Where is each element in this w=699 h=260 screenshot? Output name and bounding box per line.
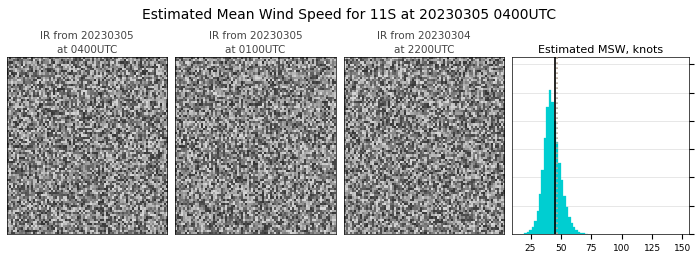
Bar: [563, 196, 565, 234]
Bar: [537, 211, 539, 234]
Bar: [532, 227, 534, 234]
Bar: [552, 102, 554, 234]
Bar: [575, 230, 578, 234]
Title: IR from 20230305
at 0400UTC: IR from 20230305 at 0400UTC: [41, 31, 134, 55]
Bar: [529, 230, 532, 234]
Bar: [547, 107, 549, 234]
Bar: [524, 233, 527, 234]
Bar: [565, 207, 568, 234]
Text: Estimated Mean Wind Speed for 11S at 20230305 0400UTC: Estimated Mean Wind Speed for 11S at 202…: [143, 8, 556, 22]
Bar: [542, 170, 544, 234]
Bar: [539, 194, 542, 234]
Title: IR from 20230305
at 0100UTC: IR from 20230305 at 0100UTC: [209, 31, 303, 55]
Bar: [561, 180, 563, 234]
Bar: [578, 232, 580, 234]
Bar: [544, 138, 547, 234]
Bar: [527, 232, 529, 234]
Bar: [549, 90, 552, 234]
Title: Estimated MSW, knots: Estimated MSW, knots: [538, 45, 663, 55]
Bar: [556, 142, 559, 234]
Bar: [559, 163, 561, 234]
Bar: [570, 223, 573, 234]
Bar: [580, 233, 583, 234]
Bar: [554, 121, 556, 234]
Bar: [573, 227, 575, 234]
Title: IR from 20230304
at 2200UTC: IR from 20230304 at 2200UTC: [377, 31, 470, 55]
Bar: [583, 233, 585, 234]
Bar: [534, 221, 537, 234]
Bar: [568, 217, 570, 234]
